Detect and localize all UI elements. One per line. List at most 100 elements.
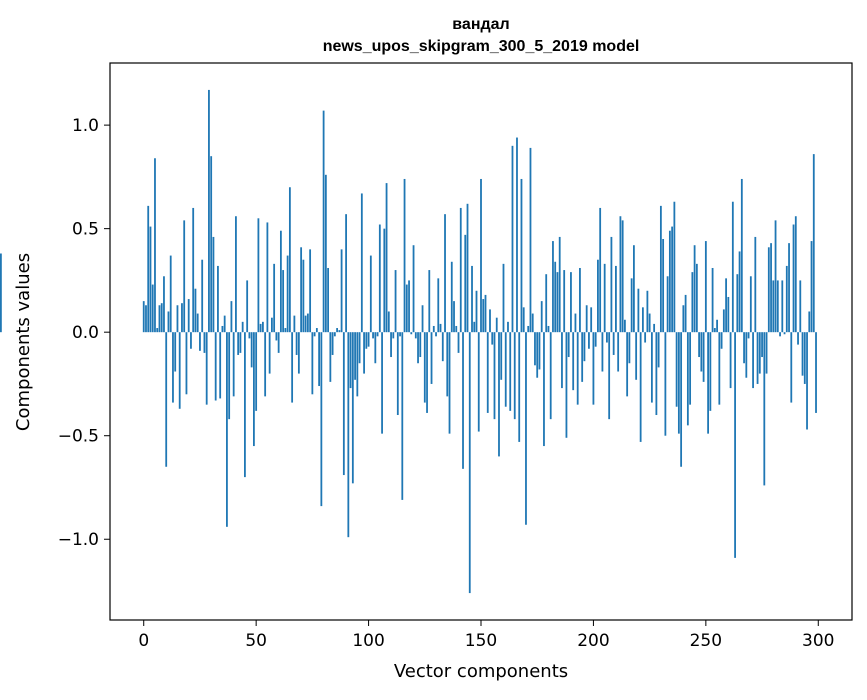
bar-130 xyxy=(435,332,437,337)
bar-171 xyxy=(527,325,530,333)
bar-151 xyxy=(482,299,485,333)
bar-49 xyxy=(253,332,255,447)
bar-291 xyxy=(797,332,799,345)
bar-165 xyxy=(513,332,516,420)
bar-244 xyxy=(691,272,694,333)
bar-121 xyxy=(414,332,417,339)
bar-208 xyxy=(610,236,613,333)
bar-279 xyxy=(770,243,772,333)
bar-189 xyxy=(567,332,570,358)
bar-240 xyxy=(682,305,685,333)
bar-41 xyxy=(235,216,237,333)
bar-191 xyxy=(572,332,575,391)
bar-47 xyxy=(248,332,251,339)
bar-292 xyxy=(799,280,802,333)
bar-134 xyxy=(444,214,446,333)
bar-239 xyxy=(680,332,683,467)
bar-108 xyxy=(385,183,388,333)
bar-63 xyxy=(284,328,287,333)
bar-256 xyxy=(718,332,721,405)
bar-31 xyxy=(212,236,215,333)
bar-295 xyxy=(806,332,808,430)
bar-107 xyxy=(383,228,386,333)
bar-14 xyxy=(174,332,177,372)
bar-53 xyxy=(262,321,264,333)
bar-103 xyxy=(374,332,377,364)
bar-13 xyxy=(172,332,174,403)
bar-170 xyxy=(525,332,527,525)
bar-34 xyxy=(219,332,222,399)
bar-214 xyxy=(624,319,626,333)
bar-44 xyxy=(241,321,244,333)
bar-1 xyxy=(145,305,147,333)
bar-100 xyxy=(367,332,370,347)
bar-40 xyxy=(232,332,235,397)
bar-141 xyxy=(459,207,462,333)
bar-65 xyxy=(288,187,291,333)
bar-116 xyxy=(403,178,406,333)
x-axis-ticks: 0 50 100 150 200 250 300 xyxy=(138,620,834,651)
bar-261 xyxy=(729,332,732,389)
bar-144 xyxy=(466,203,469,333)
bar-294 xyxy=(803,332,806,384)
bar-72 xyxy=(304,315,307,333)
bar-286 xyxy=(785,265,788,333)
bar-136 xyxy=(448,332,451,434)
bar-38 xyxy=(228,332,231,420)
bar-24 xyxy=(196,313,199,333)
bar-270 xyxy=(749,276,752,333)
bar-192 xyxy=(574,313,577,333)
bar-150 xyxy=(480,178,482,333)
bar-175 xyxy=(536,332,539,378)
bar-21 xyxy=(190,332,192,349)
bar-125 xyxy=(423,332,426,403)
bar-135 xyxy=(446,332,449,397)
bar-78 xyxy=(318,332,321,387)
bar-210 xyxy=(615,265,617,333)
y-tick-label: 0.5 xyxy=(72,220,99,240)
bar-178 xyxy=(543,332,545,447)
bar-120 xyxy=(412,245,415,333)
bar-42 xyxy=(237,332,240,355)
bar-70 xyxy=(300,247,303,333)
bar-115 xyxy=(401,332,404,500)
bar-81 xyxy=(324,174,327,333)
bar-25 xyxy=(199,332,201,351)
bar-288 xyxy=(790,332,793,403)
bar-186 xyxy=(561,332,563,389)
bar-230 xyxy=(659,205,662,333)
bar-205 xyxy=(603,263,606,333)
bar-267 xyxy=(743,332,745,364)
bar-271 xyxy=(752,332,754,389)
bar-236 xyxy=(673,201,676,333)
bar-195 xyxy=(581,332,584,382)
bar-126 xyxy=(426,332,428,413)
bar-32 xyxy=(214,332,217,401)
bar-132 xyxy=(439,323,442,333)
bar-264 xyxy=(736,274,739,333)
bar-82 xyxy=(327,267,329,333)
bar-11 xyxy=(167,311,170,333)
bar-28 xyxy=(205,332,208,405)
bar-106 xyxy=(381,332,383,434)
bar-93 xyxy=(351,332,354,484)
bar-131 xyxy=(437,278,440,333)
bar-227 xyxy=(653,323,656,333)
bar-91 xyxy=(347,332,350,538)
bar-158 xyxy=(498,332,500,457)
bar-109 xyxy=(387,311,390,333)
bar-55 xyxy=(266,222,269,333)
bar-7 xyxy=(158,305,161,333)
bar-105 xyxy=(378,224,381,333)
bar-127 xyxy=(428,270,431,333)
bar-71 xyxy=(302,259,305,333)
bar-111 xyxy=(392,332,395,339)
bar-9 xyxy=(163,276,165,333)
bar-273 xyxy=(756,332,759,384)
bar-169 xyxy=(522,307,525,333)
bar-231 xyxy=(662,239,665,333)
bar-104 xyxy=(376,332,379,337)
bar-207 xyxy=(608,332,611,420)
